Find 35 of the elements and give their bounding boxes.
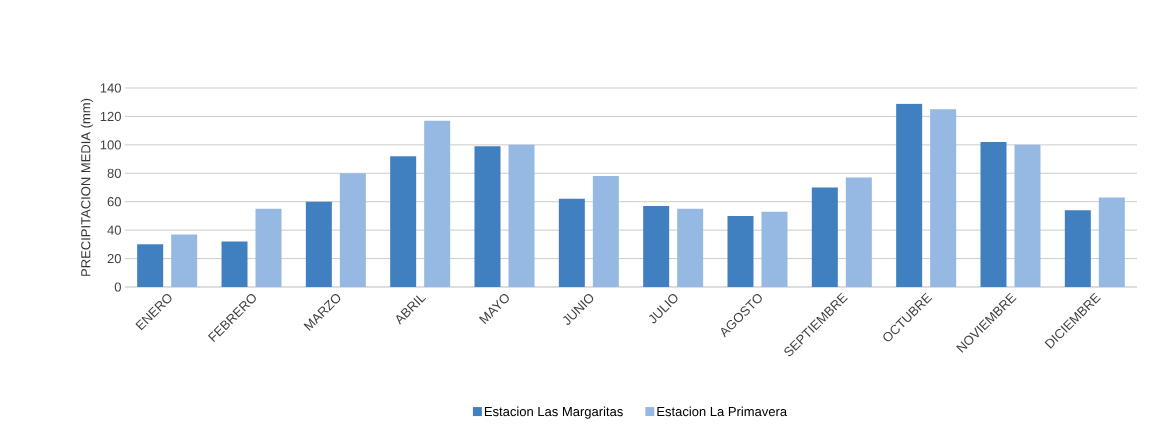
bar: [558, 198, 585, 287]
bar: [390, 156, 417, 287]
bar: [845, 177, 872, 287]
y-tick-label: 80: [107, 168, 121, 178]
legend-label: Estacion Las Margaritas: [484, 406, 623, 419]
bar: [930, 109, 957, 287]
bar: [1098, 197, 1125, 287]
y-tick-label: 140: [100, 83, 121, 93]
y-tick-label: 60: [107, 197, 121, 207]
y-tick-label: 0: [114, 282, 121, 292]
bar: [424, 120, 451, 287]
bar: [811, 187, 838, 287]
bar: [508, 144, 535, 287]
bar: [305, 201, 332, 287]
bar: [727, 215, 754, 287]
bar: [137, 244, 164, 287]
bar: [896, 103, 923, 287]
bar: [474, 146, 501, 287]
bar: [761, 211, 788, 287]
bar: [677, 208, 704, 287]
y-tick-label: 120: [100, 111, 121, 122]
bar: [980, 142, 1007, 287]
bar: [1014, 144, 1041, 287]
y-tick-label: 40: [107, 225, 121, 235]
y-tick-label: 100: [100, 140, 121, 150]
bar: [255, 208, 282, 287]
bar: [592, 176, 619, 287]
legend-label: Estacion La Primavera: [657, 406, 788, 417]
bar: [1064, 210, 1091, 287]
y-tick-label: 20: [107, 253, 121, 264]
bar: [221, 241, 248, 287]
bar: [171, 234, 198, 287]
bar: [643, 205, 670, 287]
y-axis-title: PRECIPITACION MEDIA (mm): [80, 98, 93, 276]
bar: [339, 173, 366, 287]
